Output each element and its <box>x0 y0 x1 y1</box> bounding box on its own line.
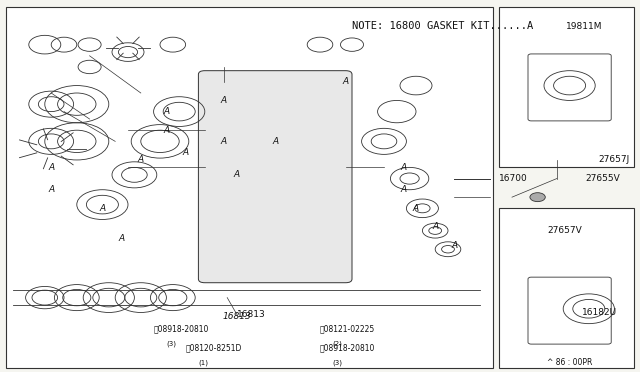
Text: Ⓗ08918-20810: Ⓗ08918-20810 <box>320 343 376 352</box>
Text: A: A <box>48 163 54 172</box>
Text: (2): (2) <box>333 341 342 347</box>
Text: A: A <box>234 170 240 179</box>
Text: 16182U: 16182U <box>582 308 618 317</box>
Bar <box>499 208 634 368</box>
Text: 16813: 16813 <box>237 310 266 319</box>
Text: A: A <box>400 185 406 194</box>
Text: Ⓑ08120-8251D: Ⓑ08120-8251D <box>186 343 242 352</box>
Text: A: A <box>413 204 419 213</box>
Bar <box>499 7 634 167</box>
Bar <box>6 7 493 368</box>
Text: A: A <box>99 204 106 213</box>
FancyBboxPatch shape <box>198 71 352 283</box>
Text: A: A <box>221 96 227 105</box>
Text: (3): (3) <box>333 359 343 366</box>
Text: 27657V: 27657V <box>547 226 582 235</box>
Text: (1): (1) <box>198 359 209 366</box>
Circle shape <box>530 193 545 202</box>
Text: 16700: 16700 <box>499 174 528 183</box>
Text: NOTE: 16800 GASKET KIT......A: NOTE: 16800 GASKET KIT......A <box>352 21 533 31</box>
Text: 27655V: 27655V <box>586 174 620 183</box>
Text: (3): (3) <box>166 341 177 347</box>
Text: A: A <box>118 234 125 243</box>
Text: A: A <box>432 222 438 231</box>
Text: A: A <box>182 148 189 157</box>
Text: 19811M: 19811M <box>566 22 603 31</box>
Text: A: A <box>48 185 54 194</box>
Text: A: A <box>221 137 227 146</box>
Text: 27657J: 27657J <box>598 155 630 164</box>
Text: A: A <box>342 77 349 86</box>
Text: A: A <box>400 163 406 172</box>
Text: A: A <box>272 137 278 146</box>
Text: A: A <box>163 107 170 116</box>
Text: Ⓗ08918-20810: Ⓗ08918-20810 <box>154 325 209 334</box>
Text: 16813: 16813 <box>223 312 251 321</box>
Text: A: A <box>163 126 170 135</box>
Text: ^ 86 : 00PR: ^ 86 : 00PR <box>547 358 593 367</box>
Text: A: A <box>451 241 458 250</box>
Text: ⒲08121-02225: ⒲08121-02225 <box>320 325 375 334</box>
Text: A: A <box>138 155 144 164</box>
